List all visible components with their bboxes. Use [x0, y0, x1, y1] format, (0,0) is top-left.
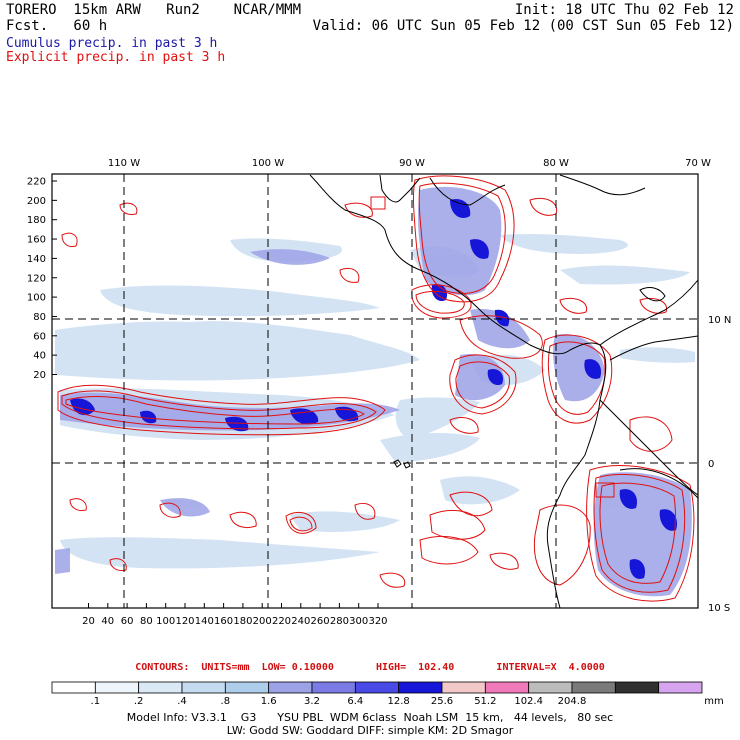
colorbar-label: .1	[90, 696, 101, 707]
colorbar-cell	[398, 681, 443, 694]
colorbar	[51, 681, 703, 694]
colorbar-cell	[441, 681, 486, 694]
x-tick-label: 40	[101, 616, 114, 627]
colorbar-label: 51.2	[474, 696, 497, 707]
colorbar-label: .8	[220, 696, 231, 707]
colorbar-label: 12.8	[387, 696, 410, 707]
lon-label: 80 W	[543, 158, 569, 169]
y-tick-label: 180	[27, 215, 46, 226]
coastlines	[309, 174, 698, 608]
x-tick-label: 100	[156, 616, 175, 627]
lon-label: 90 W	[399, 158, 425, 169]
colorbar-cell	[268, 681, 313, 694]
lon-label: 100 W	[252, 158, 284, 169]
lon-label: 110 W	[108, 158, 140, 169]
map-field	[52, 174, 698, 608]
y-tick-label: 100	[27, 293, 46, 304]
y-tick-label: 140	[27, 254, 46, 265]
colorbar-cell	[94, 681, 140, 694]
contours-info: CONTOURS: UNITS=mm LOW= 0.10000 HIGH= 10…	[135, 662, 605, 673]
colorbar-label: 1.6	[260, 696, 277, 707]
lon-label: 70 W	[685, 158, 711, 169]
x-tick-label: 80	[140, 616, 153, 627]
x-tick-label: 320	[368, 616, 387, 627]
colorbar-label: 102.4	[514, 696, 543, 707]
x-tick-label: 240	[291, 616, 310, 627]
y-tick-label: 220	[27, 177, 46, 188]
colorbar-cell	[571, 681, 616, 694]
init-time: Init: 18 UTC Thu 02 Feb 12	[514, 2, 734, 18]
colorbar-cell	[658, 681, 703, 694]
lat-label: 10 N	[708, 315, 731, 326]
x-axis-labels: 20 40 60 80 100 120 140 160 180 200 220 240 260 280 30…	[82, 616, 387, 627]
box-marker	[595, 482, 615, 498]
lat-label: 0	[708, 459, 714, 470]
y-tick-label: 120	[27, 273, 46, 284]
x-tick-label: 140	[195, 616, 214, 627]
colorbar-label: 25.6	[430, 696, 454, 707]
colorbar-cell	[614, 681, 660, 694]
axis-ticks	[52, 180, 379, 608]
latlon-grid	[52, 174, 698, 608]
x-tick-label: 300	[349, 616, 368, 627]
map-frame	[51, 173, 699, 609]
colorbar-label: 3.2	[304, 696, 320, 707]
lat-label: 10 S	[708, 603, 730, 614]
y-axis-labels: 220 200 180 160 140 120 100 80 60 40 20	[27, 177, 46, 382]
colorbar-label: 6.4	[347, 696, 364, 707]
x-tick-label: 200	[253, 616, 272, 627]
y-tick-label: 20	[33, 370, 46, 381]
colorbar-cell	[354, 681, 400, 694]
x-tick-label: 220	[272, 616, 291, 627]
colorbar-label: .4	[177, 696, 187, 707]
legend-cumulus: Cumulus precip. in past 3 h	[6, 36, 218, 51]
x-tick-label: 260	[311, 616, 330, 627]
x-tick-label: 20	[82, 616, 95, 627]
colorbar-label: .2	[133, 696, 144, 707]
colorbar-unit: mm	[704, 696, 724, 707]
colorbar-label: 204.8	[557, 696, 587, 707]
y-tick-label: 200	[27, 196, 46, 207]
colorbar-cell	[528, 681, 573, 694]
x-tick-label: 280	[330, 616, 349, 627]
cumulus-precip-heavy	[70, 198, 678, 579]
y-tick-label: 40	[33, 351, 46, 362]
model-info: Model Info: V3.3.1 G3 YSU PBL WDM 6class…	[126, 711, 614, 724]
x-tick-label: 160	[214, 616, 233, 627]
x-tick-label: 120	[175, 616, 194, 627]
colorbar-cell	[224, 681, 270, 694]
x-tick-label: 60	[121, 616, 134, 627]
colorbar-cell	[138, 681, 183, 694]
explicit-precip-contours	[57, 175, 695, 602]
y-tick-label: 160	[27, 235, 46, 246]
colorbar-cell	[181, 681, 226, 694]
valid-time: Valid: 06 UTC Sun 05 Feb 12 (00 CST Sun …	[312, 18, 734, 34]
y-tick-label: 60	[33, 331, 46, 342]
colorbar-cell	[51, 681, 96, 694]
y-tick-label: 80	[33, 312, 46, 323]
model-title: TORERO 15km ARW Run2 NCAR/MMM	[6, 2, 302, 18]
colorbar-cell	[311, 681, 356, 694]
model-physics: LW: Godd SW: Goddard DIFF: simple KM: 2D…	[226, 724, 514, 737]
box-marker	[370, 196, 386, 210]
legend-explicit: Explicit precip. in past 3 h	[6, 50, 226, 65]
colorbar-cell	[484, 681, 530, 694]
x-tick-label: 180	[233, 616, 252, 627]
forecast-hour: Fcst. 60 h	[6, 18, 108, 34]
